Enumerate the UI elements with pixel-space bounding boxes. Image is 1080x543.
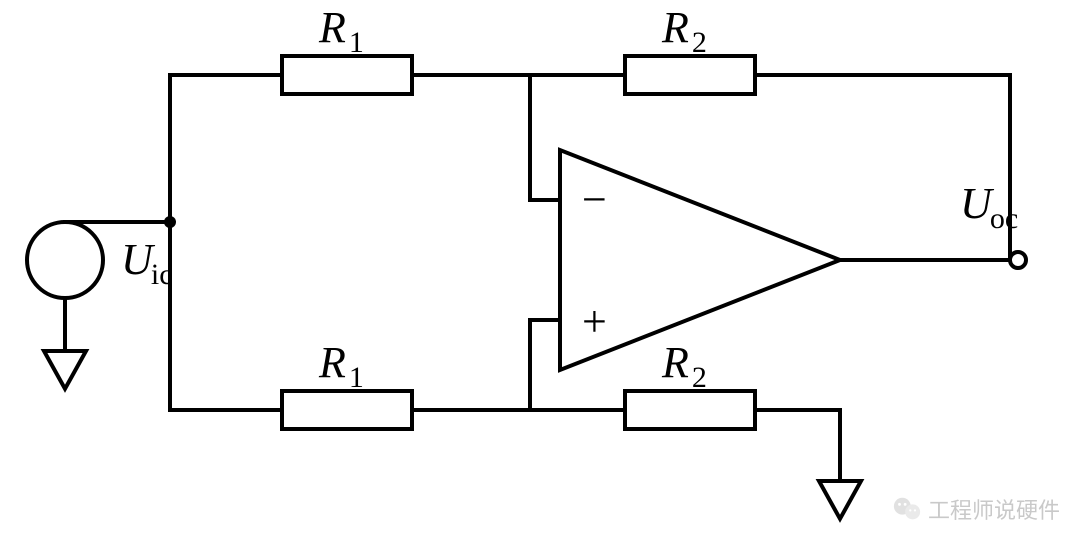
svg-text:−: − bbox=[582, 175, 607, 224]
watermark-text: 工程师说硬件 bbox=[928, 493, 1060, 525]
svg-text:2: 2 bbox=[692, 361, 707, 394]
watermark: 工程师说硬件 bbox=[892, 493, 1060, 525]
svg-text:R: R bbox=[661, 3, 689, 52]
svg-text:oc: oc bbox=[990, 202, 1018, 235]
svg-text:R: R bbox=[318, 338, 346, 387]
svg-text:R: R bbox=[318, 3, 346, 52]
svg-text:+: + bbox=[582, 297, 607, 346]
svg-text:1: 1 bbox=[349, 361, 364, 394]
schematic-svg: −+UicR1R2R1R2Uoc bbox=[0, 0, 1080, 543]
svg-text:2: 2 bbox=[692, 26, 707, 59]
svg-text:ic: ic bbox=[151, 258, 173, 291]
wechat-icon bbox=[892, 494, 922, 524]
svg-text:1: 1 bbox=[349, 26, 364, 59]
svg-text:R: R bbox=[661, 338, 689, 387]
circuit-diagram-page: −+UicR1R2R1R2Uoc 工程师说硬件 bbox=[0, 0, 1080, 543]
